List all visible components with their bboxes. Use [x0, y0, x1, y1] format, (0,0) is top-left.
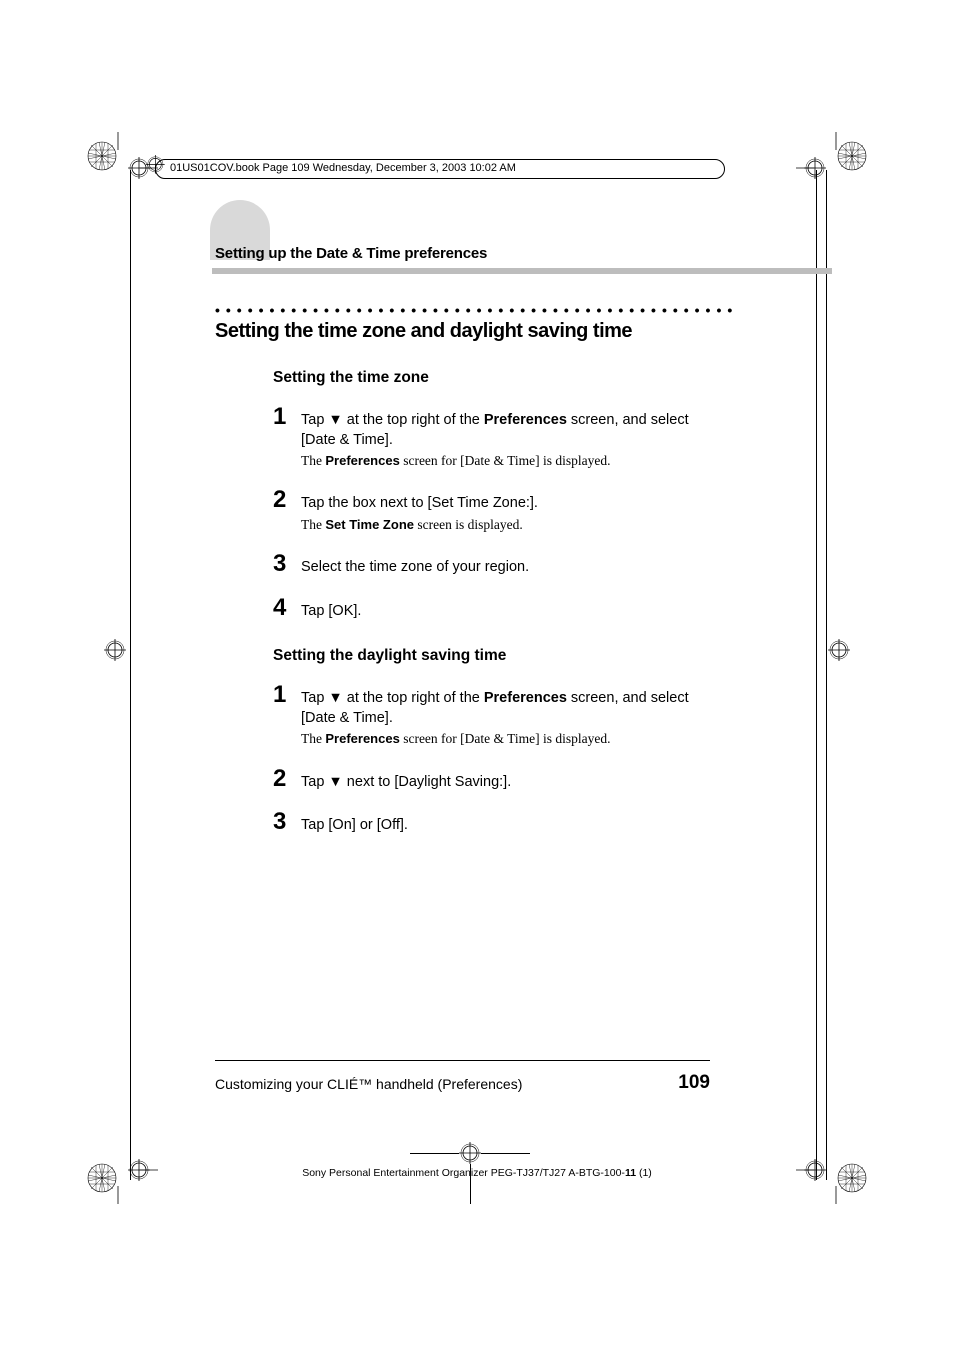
t: The: [301, 453, 325, 468]
t: Tap the box next to [Set Time Zone:].: [301, 495, 538, 511]
t: at the top right of the: [343, 412, 484, 428]
step-number: 3: [273, 552, 301, 576]
step-number: 2: [273, 767, 301, 791]
step-note: The Preferences screen for [Date & Time]…: [301, 730, 725, 748]
subtitle-dst: Setting the daylight saving time: [273, 647, 725, 665]
step-note: The Preferences screen for [Date & Time]…: [301, 452, 725, 470]
regmark-top-right: [796, 132, 876, 217]
step-a1: 1 Tap ▼ at the top right of the Preferen…: [273, 405, 725, 470]
step-number: 1: [273, 683, 301, 707]
footer-rule: [215, 1060, 710, 1061]
step-body: Tap [On] or [Off].: [301, 816, 408, 836]
footer-left-text: Customizing your CLIÉ™ handheld (Prefere…: [215, 1076, 522, 1092]
t: Sony Personal Entertainment Organizer PE…: [302, 1167, 625, 1179]
step-b3: 3 Tap [On] or [Off].: [273, 810, 725, 836]
t: Tap [OK].: [301, 603, 361, 619]
step-body: Tap the box next to [Set Time Zone:]. Th…: [301, 494, 538, 534]
t: (1): [636, 1167, 652, 1179]
main-title: Setting the time zone and daylight savin…: [215, 320, 725, 343]
step-a2: 2 Tap the box next to [Set Time Zone:]. …: [273, 488, 725, 534]
step-body: Select the time zone of your region.: [301, 558, 529, 578]
t: Set Time Zone: [325, 517, 414, 532]
t: Preferences: [484, 690, 567, 706]
step-number: 1: [273, 405, 301, 429]
step-body: Tap ▼ next to [Daylight Saving:].: [301, 773, 511, 793]
t: at the top right of the: [343, 690, 484, 706]
t: Select the time zone of your region.: [301, 559, 529, 575]
t: Tap [On] or [Off].: [301, 817, 408, 833]
t: Preferences: [325, 453, 399, 468]
step-b1: 1 Tap ▼ at the top right of the Preferen…: [273, 683, 725, 748]
page-content: Setting up the Date & Time preferences •…: [215, 245, 725, 854]
header-stamp-text: 01US01COV.book Page 109 Wednesday, Decem…: [170, 162, 516, 174]
page-number: 109: [678, 1072, 710, 1094]
t: screen for [Date & Time] is displayed.: [400, 453, 611, 468]
t: The: [301, 517, 325, 532]
t: The: [301, 731, 325, 746]
t: Tap: [301, 412, 328, 428]
step-body: Tap ▼ at the top right of the Preference…: [301, 411, 725, 470]
step-number: 3: [273, 810, 301, 834]
step-number: 2: [273, 488, 301, 512]
down-triangle-icon: ▼: [328, 690, 342, 706]
step-a3: 3 Select the time zone of your region.: [273, 552, 725, 578]
t: next to [Daylight Saving:].: [343, 774, 511, 790]
regmark-mid-right: [819, 630, 859, 670]
header-stamp: 01US01COV.book Page 109 Wednesday, Decem…: [160, 165, 750, 177]
step-b2: 2 Tap ▼ next to [Daylight Saving:].: [273, 767, 725, 793]
t: Preferences: [484, 412, 567, 428]
t: Preferences: [325, 731, 399, 746]
step-note: The Set Time Zone screen is displayed.: [301, 516, 538, 534]
tiny-footer: Sony Personal Entertainment Organizer PE…: [0, 1167, 954, 1179]
t: 11: [625, 1167, 636, 1179]
regmark-bottom-center: [410, 1142, 530, 1164]
regmark-mid-left: [95, 630, 135, 670]
t: Tap: [301, 690, 328, 706]
step-number: 4: [273, 596, 301, 620]
t: screen is displayed.: [414, 517, 523, 532]
crop-rule-right-b: [826, 170, 827, 1180]
t: screen for [Date & Time] is displayed.: [400, 731, 611, 746]
crop-rule-left: [130, 170, 131, 1180]
down-triangle-icon: ▼: [328, 412, 342, 428]
down-triangle-icon: ▼: [328, 774, 342, 790]
crop-rule-right-a: [816, 170, 817, 1180]
step-body: Tap ▼ at the top right of the Preference…: [301, 689, 725, 748]
step-a4: 4 Tap [OK].: [273, 596, 725, 622]
step-body: Tap [OK].: [301, 602, 361, 622]
section-rule: [212, 268, 832, 274]
subtitle-timezone: Setting the time zone: [273, 369, 725, 387]
t: Tap: [301, 774, 328, 790]
dotted-rule: ••••••••••••••••••••••••••••••••••••••••…: [215, 302, 735, 318]
section-header: Setting up the Date & Time preferences: [215, 245, 725, 262]
